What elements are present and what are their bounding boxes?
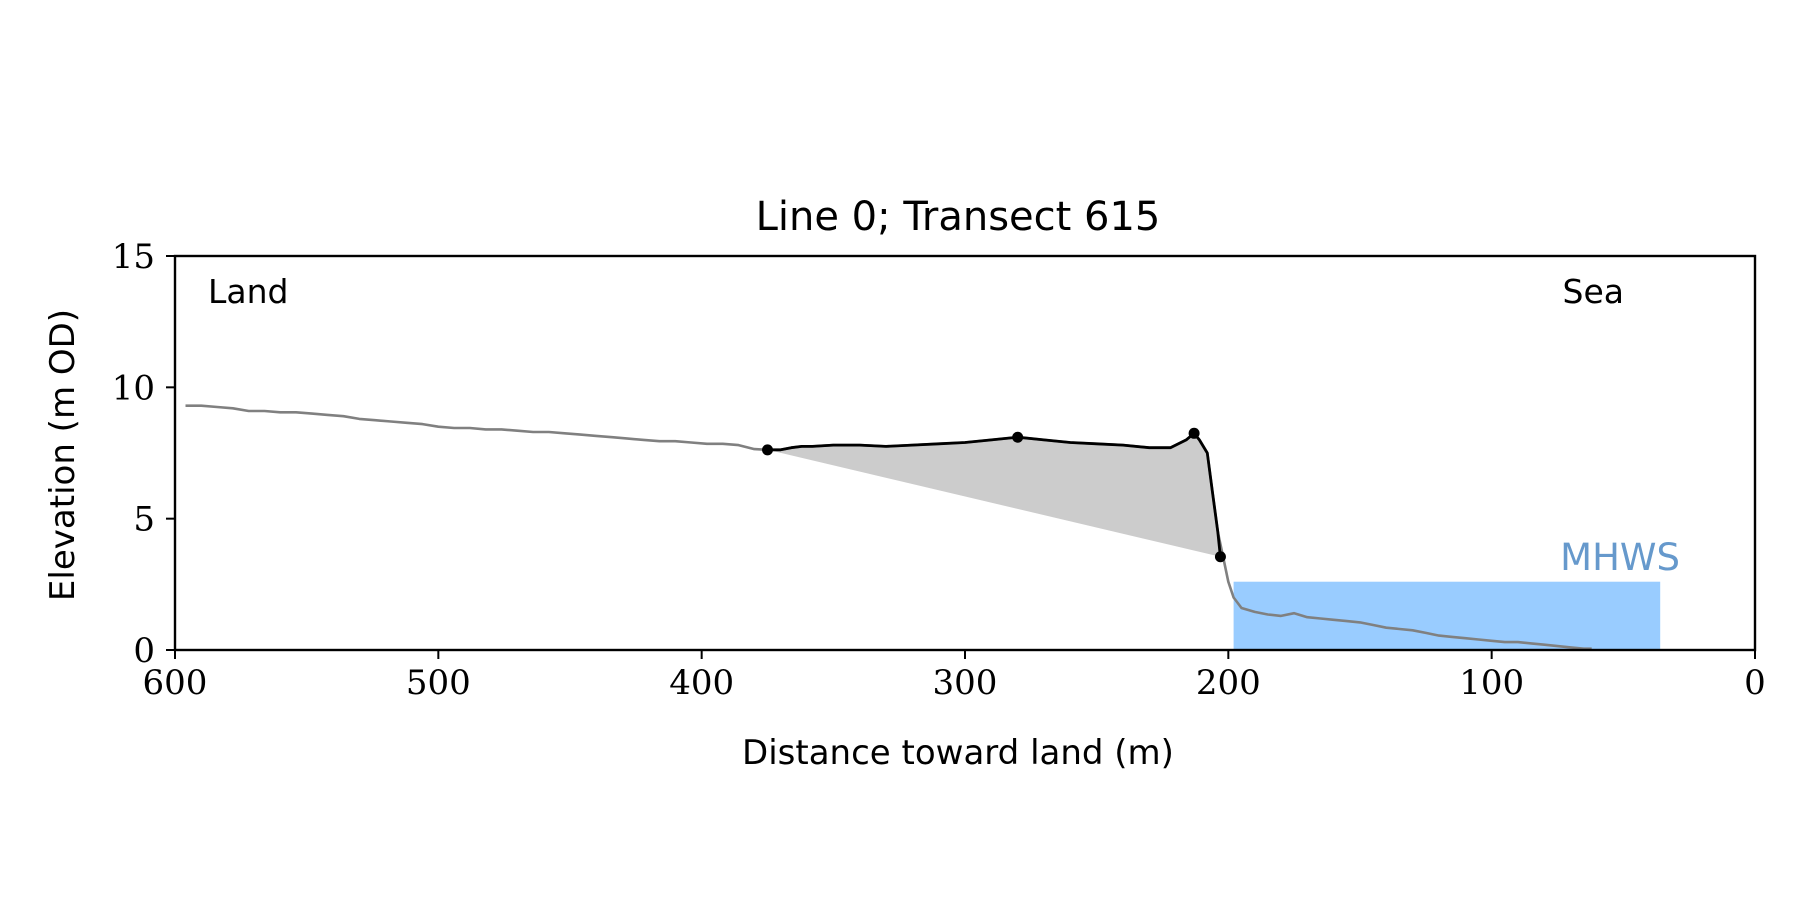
plot-layer <box>185 404 1661 651</box>
key-point <box>1214 551 1226 563</box>
x-tick-label: 600 <box>143 663 208 703</box>
key-point <box>1012 431 1024 443</box>
mhws-band <box>1233 581 1661 650</box>
dune-volume-fill <box>767 433 1221 557</box>
x-tick-label: 0 <box>1744 663 1766 703</box>
y-tick-label: 0 <box>133 631 155 671</box>
x-tick-label: 400 <box>669 663 734 703</box>
y-axis-label: Elevation (m OD) <box>43 309 83 601</box>
mhws-label: MHWS <box>1560 536 1680 579</box>
land-label: Land <box>208 272 288 311</box>
key-point <box>1188 427 1200 439</box>
chart-title: Line 0; Transect 615 <box>756 194 1161 240</box>
key-point <box>762 444 773 456</box>
x-tick-label: 500 <box>406 663 471 703</box>
y-tick-label: 10 <box>112 368 155 408</box>
x-tick-label: 100 <box>1459 663 1524 703</box>
axes-layer: 600 500 400 300 200 100 0 0 5 10 15 <box>112 237 1766 703</box>
y-tick-label: 15 <box>112 237 155 277</box>
x-axis-label: Distance toward land (m) <box>742 733 1174 773</box>
sea-label: Sea <box>1563 272 1624 311</box>
x-tick-label: 300 <box>933 663 998 703</box>
y-tick-label: 5 <box>133 500 155 540</box>
x-tick-label: 200 <box>1196 663 1261 703</box>
dune-profile-line <box>767 431 1222 557</box>
